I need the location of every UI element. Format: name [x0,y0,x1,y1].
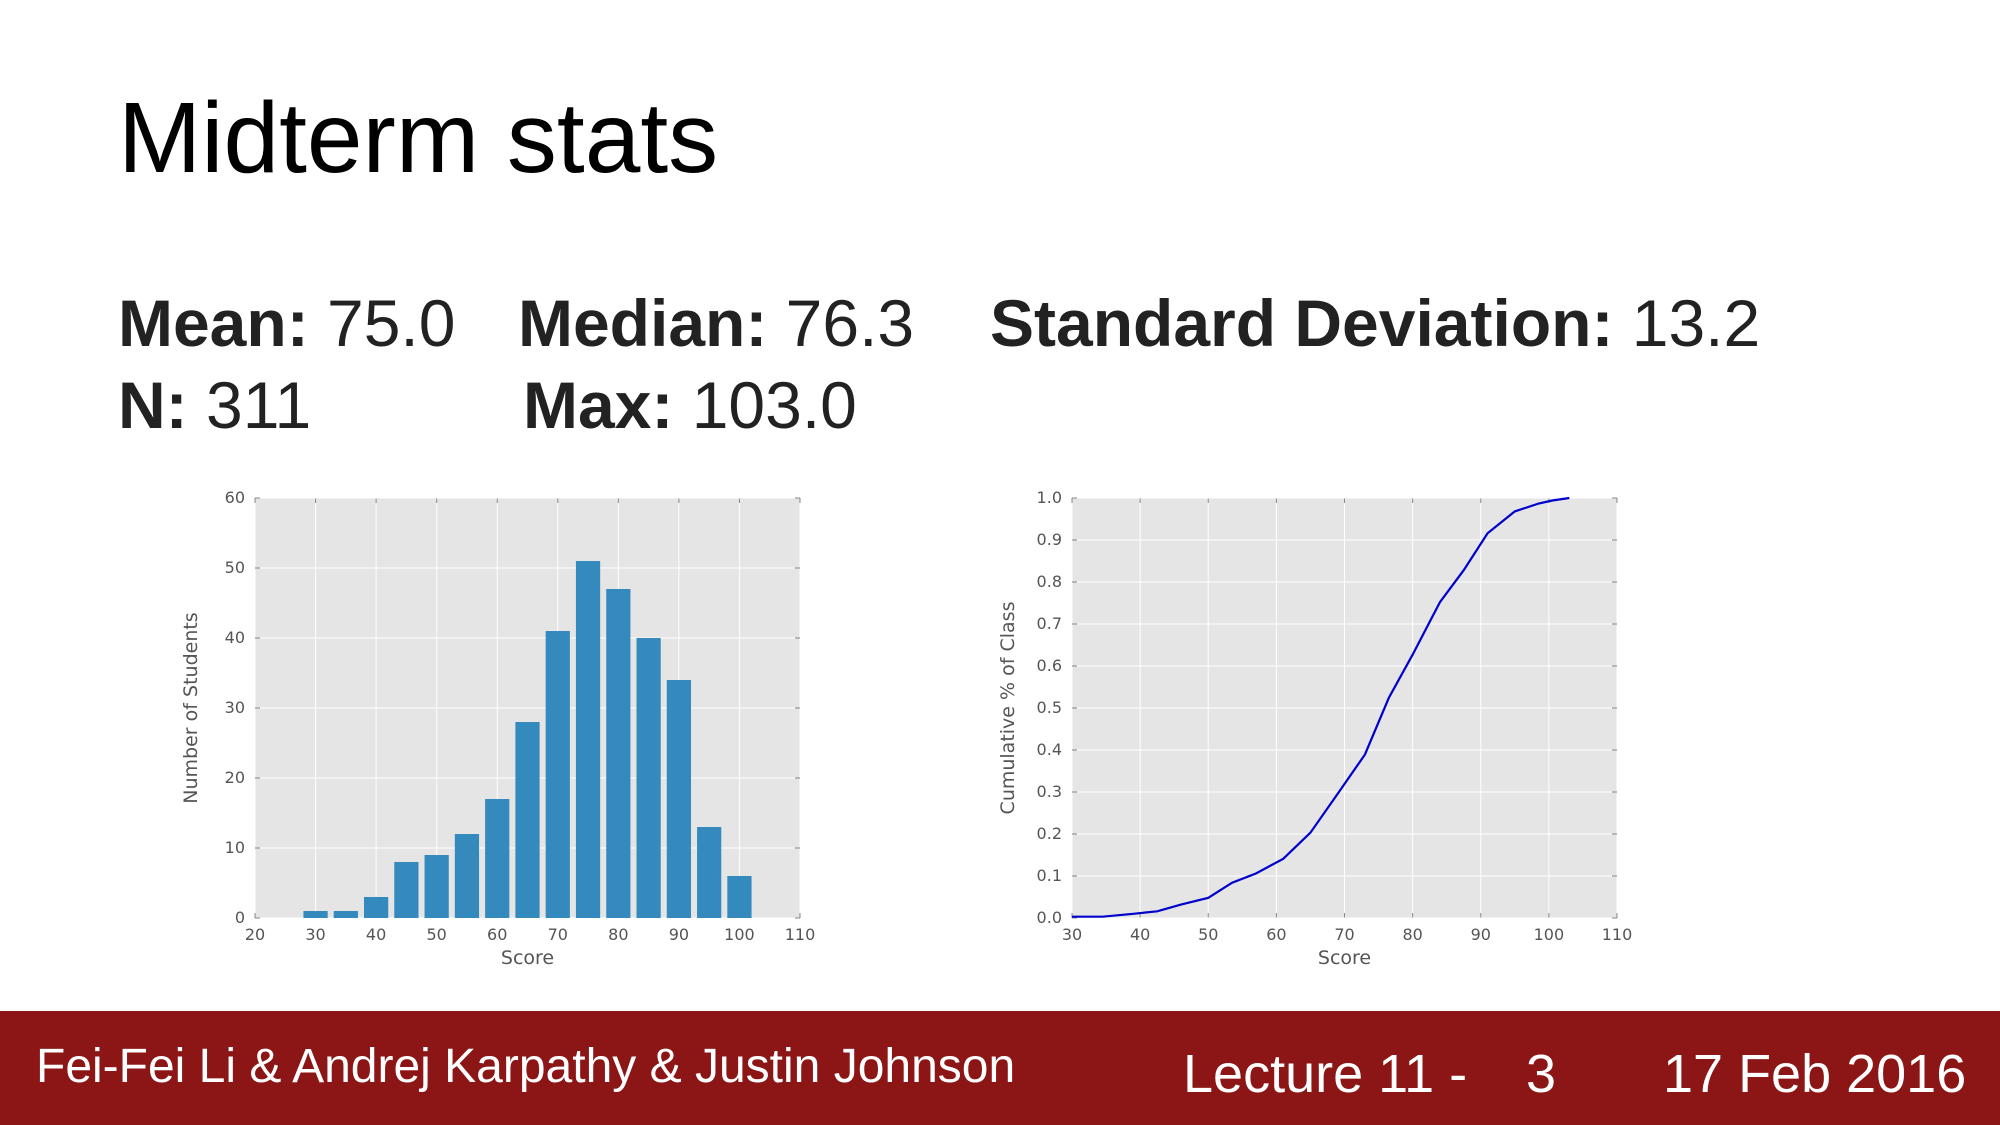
histogram-bar [364,897,389,918]
y-tick-label: 0.4 [1037,740,1062,759]
x-tick-label: 100 [724,925,755,944]
stat-median: Median: 76.3 [518,290,914,356]
histogram-bar [454,834,480,918]
y-tick-label: 60 [225,488,245,507]
y-axis-label: Number of Students [180,612,202,803]
x-tick-label: 40 [366,925,386,944]
footer-date: 17 Feb 2016 [1663,1044,1967,1104]
y-tick-label: 0.0 [1037,908,1062,927]
histogram-bar [606,589,631,918]
stat-n-value: 311 [187,368,312,442]
x-tick-label: 110 [1602,925,1633,944]
stat-std-dev: Standard Deviation: 13.2 [990,290,1760,356]
histogram-bar [575,561,601,918]
y-tick-label: 0 [235,908,245,927]
histogram-bar [394,862,419,918]
y-tick-label: 0.3 [1037,782,1062,801]
x-tick-label: 50 [426,925,446,944]
x-axis-label: Score [501,947,554,969]
histogram-bar [697,827,722,918]
x-tick-label: 60 [487,925,507,944]
stat-mean: Mean: 75.0 [118,290,455,356]
stat-n-label: N: [118,368,188,442]
x-tick-label: 20 [245,925,265,944]
histogram-bar [636,638,661,918]
x-tick-label: 30 [305,925,325,944]
slide-footer: Fei-Fei Li & Andrej Karpathy & Justin Jo… [0,1011,2000,1125]
stat-max-label: Max: [523,368,674,442]
footer-authors: Fei-Fei Li & Andrej Karpathy & Justin Jo… [36,1040,1016,1093]
x-tick-label: 60 [1266,925,1286,944]
stat-std-dev-label: Standard Deviation: [990,286,1614,360]
y-tick-label: 0.7 [1037,614,1062,633]
x-tick-label: 50 [1198,925,1218,944]
x-tick-label: 70 [548,925,568,944]
score-histogram-chart: 20 30 40 50 60 70 80 90 100 110 0 10 20 30 40 50 60 Score… [180,488,816,969]
slide-title: Midterm stats [118,82,719,194]
x-tick-label: 100 [1534,925,1565,944]
stat-median-value: 76.3 [767,286,915,360]
x-tick-label: 110 [785,925,816,944]
y-tick-label: 1.0 [1037,488,1062,507]
y-tick-label: 0.6 [1037,656,1062,675]
y-tick-label: 0.9 [1037,530,1062,549]
y-tick-label: 20 [225,768,245,787]
footer-page-number: 3 [1526,1044,1557,1104]
histogram-bar [333,911,358,918]
x-tick-label: 70 [1334,925,1354,944]
y-tick-label: 30 [225,698,245,717]
stat-median-label: Median: [518,286,768,360]
y-tick-label: 0.5 [1037,698,1062,717]
cumulative-score-chart: 30 40 50 60 70 80 90 100 110 0.0 0.1 0.2 0.3 0.4 0.5 0.… [997,488,1633,969]
y-tick-label: 40 [225,628,245,647]
stat-mean-label: Mean: [118,286,309,360]
x-tick-label: 80 [608,925,628,944]
stat-max-value: 103.0 [673,368,857,442]
y-axis-label: Cumulative % of Class [997,602,1019,815]
histogram-bar [545,631,570,918]
y-tick-label: 0.1 [1037,866,1062,885]
footer-lecture: Lecture 11 - [1183,1044,1468,1104]
x-axis-label: Score [1318,947,1371,969]
y-tick-label: 0.2 [1037,824,1062,843]
x-tick-label: 90 [669,925,689,944]
y-tick-label: 10 [225,838,245,857]
stat-std-dev-value: 13.2 [1613,286,1761,360]
histogram-bar [424,855,449,918]
y-tick-label: 0.8 [1037,572,1062,591]
histogram-bar [515,722,540,918]
cumulative-line [1072,496,1570,918]
x-tick-label: 30 [1062,925,1082,944]
stat-mean-value: 75.0 [308,286,456,360]
histogram-bar [666,680,691,918]
x-tick-label: 40 [1130,925,1150,944]
histogram-bar [303,911,328,918]
stat-n: N: 311 [118,372,311,438]
y-tick-label: 50 [225,558,245,577]
histogram-bar [485,799,510,918]
x-tick-label: 80 [1402,925,1422,944]
stat-max: Max: 103.0 [523,372,857,438]
x-tick-label: 90 [1471,925,1491,944]
histogram-bar [727,876,752,918]
